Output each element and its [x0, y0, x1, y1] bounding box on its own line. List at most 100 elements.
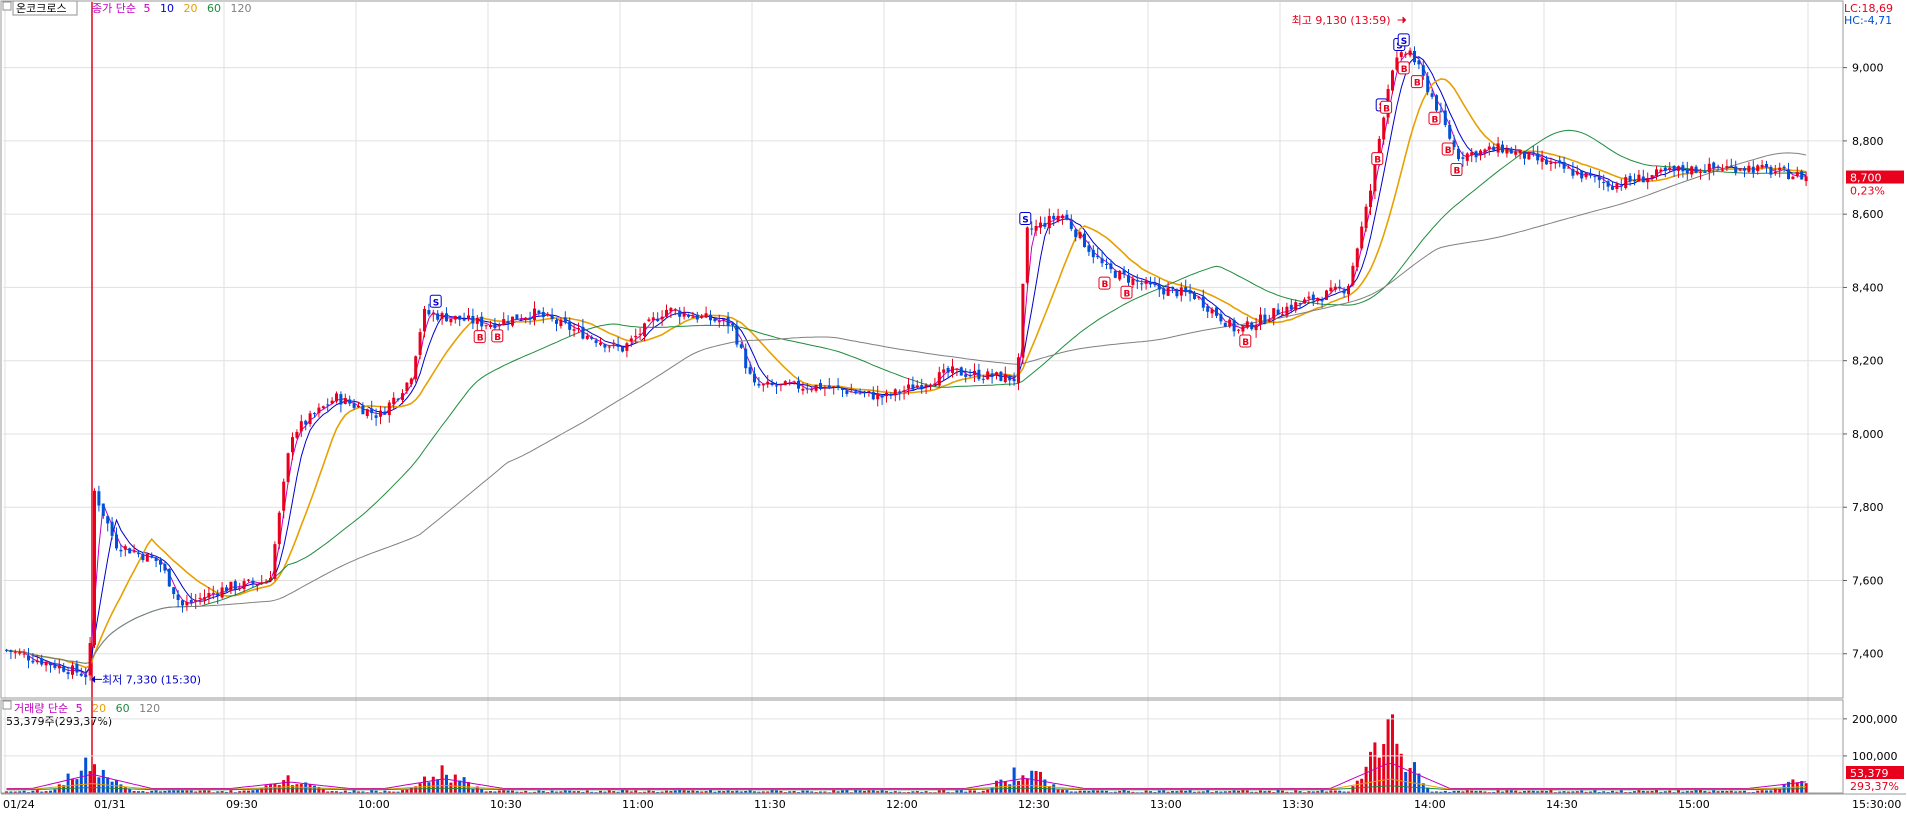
time-tick-label: 12:00	[886, 798, 918, 811]
candle-body-up	[546, 313, 550, 316]
volume-bar	[964, 791, 968, 793]
volume-bar	[1122, 790, 1126, 793]
volume-bar	[1201, 791, 1205, 793]
time-tick-label: 14:30	[1546, 798, 1578, 811]
candle-body-down	[1633, 179, 1636, 182]
volume-bar	[194, 791, 198, 793]
candle-body-down	[678, 310, 682, 317]
volume-bar	[1804, 783, 1808, 793]
price-candles	[5, 46, 1808, 685]
volume-bar	[1342, 791, 1346, 793]
volume-bar	[1597, 791, 1601, 793]
volume-bar	[1505, 790, 1509, 793]
candle-body-up	[145, 553, 149, 562]
volume-bar	[537, 790, 541, 793]
volume-bar	[1558, 791, 1562, 793]
candle-body-down	[436, 313, 440, 320]
volume-bar	[1307, 791, 1311, 793]
collapse-toggle-icon[interactable]	[2, 1, 12, 11]
candle-body-down	[49, 662, 52, 666]
stock-name: 온코크로스	[16, 2, 67, 15]
candle-body-up	[1303, 299, 1306, 304]
volume-bar	[937, 790, 941, 793]
buy-signal-icon	[1410, 75, 1423, 89]
volume-bar	[1377, 757, 1381, 793]
candle-body-up	[1465, 153, 1469, 161]
candle-body-up	[1210, 309, 1214, 314]
candle-body-down	[920, 385, 924, 389]
candle-body-up	[915, 385, 919, 388]
current-volume-value: 53,379	[1850, 767, 1889, 780]
candle-body-down	[1149, 282, 1152, 285]
candle-body-up	[1668, 167, 1672, 170]
volume-bar	[1298, 791, 1302, 793]
volume-bar	[823, 791, 827, 793]
candle-body-up	[1267, 320, 1271, 322]
candle-body-up	[1034, 225, 1038, 231]
low-annotation: 최저 7,330 (15:30)	[91, 673, 201, 686]
stock-name-box[interactable]	[12, 0, 78, 16]
candle-body-down	[1298, 303, 1302, 305]
candle-body-up	[1166, 287, 1170, 296]
volume-bar	[616, 791, 620, 793]
candle-body-down	[1580, 170, 1584, 179]
volume-bar	[1241, 790, 1245, 793]
volume-bar	[1501, 791, 1504, 793]
volume-bar	[1360, 778, 1364, 793]
candle-body-up	[423, 308, 426, 332]
candle-body-up	[986, 371, 990, 380]
candle-body-down	[1729, 165, 1733, 167]
candle-body-up	[273, 544, 277, 579]
candle-body-down	[31, 660, 35, 663]
candle-body-up	[467, 315, 470, 320]
price-tick-label: 9,000	[1852, 62, 1884, 75]
volume-bar	[1021, 775, 1025, 793]
volume-bar	[1206, 790, 1210, 793]
candle-body-down	[959, 367, 963, 376]
volume-bar	[1496, 790, 1500, 793]
candle-body-down	[1426, 76, 1430, 93]
volume-bar	[1316, 791, 1320, 793]
volume-bar	[97, 777, 101, 793]
candle-body-up	[599, 342, 602, 345]
buy-signal-icon	[1441, 142, 1454, 156]
buy-signal-icon	[1239, 334, 1252, 348]
candle-body-up	[823, 387, 827, 389]
candle-body-down	[898, 391, 902, 394]
candle-body-down	[1188, 289, 1192, 294]
volume-bar	[1355, 780, 1359, 793]
volume-bar	[335, 791, 338, 793]
candle-body-up	[1650, 175, 1654, 179]
volume-bar	[1074, 791, 1078, 793]
candle-body-down	[537, 310, 541, 314]
volume-bar	[1734, 791, 1738, 793]
candle-body-up	[1025, 227, 1029, 283]
volume-bar	[286, 775, 290, 793]
volume-bar	[889, 791, 893, 793]
volume-bar	[739, 791, 743, 793]
volume-bar	[854, 790, 858, 793]
candle-body-up	[511, 316, 514, 326]
candle-body-up	[1553, 162, 1557, 164]
candle-body-down	[744, 348, 748, 369]
candle-body-down	[1127, 275, 1130, 283]
volume-bar	[1417, 773, 1421, 793]
volume-bar	[687, 790, 690, 793]
time-tick-label: 11:00	[622, 798, 654, 811]
volume-bar	[1721, 790, 1724, 793]
candle-body-up	[255, 584, 259, 586]
volume-toggle-icon[interactable]	[2, 700, 12, 710]
volume-bar	[115, 780, 118, 793]
candle-body-up	[44, 661, 48, 666]
volume-bar	[1756, 790, 1760, 793]
candle-body-down	[1232, 319, 1236, 332]
candle-body-down	[172, 587, 176, 594]
volume-bar	[1580, 790, 1584, 793]
candle-body-down	[97, 491, 101, 506]
volume-bar	[1448, 791, 1452, 793]
volume-bar	[669, 791, 673, 793]
candle-body-down	[1008, 375, 1012, 381]
candle-body-up	[1021, 283, 1025, 358]
ma-line-120	[6, 152, 1807, 664]
candle-body-down	[1435, 95, 1438, 111]
